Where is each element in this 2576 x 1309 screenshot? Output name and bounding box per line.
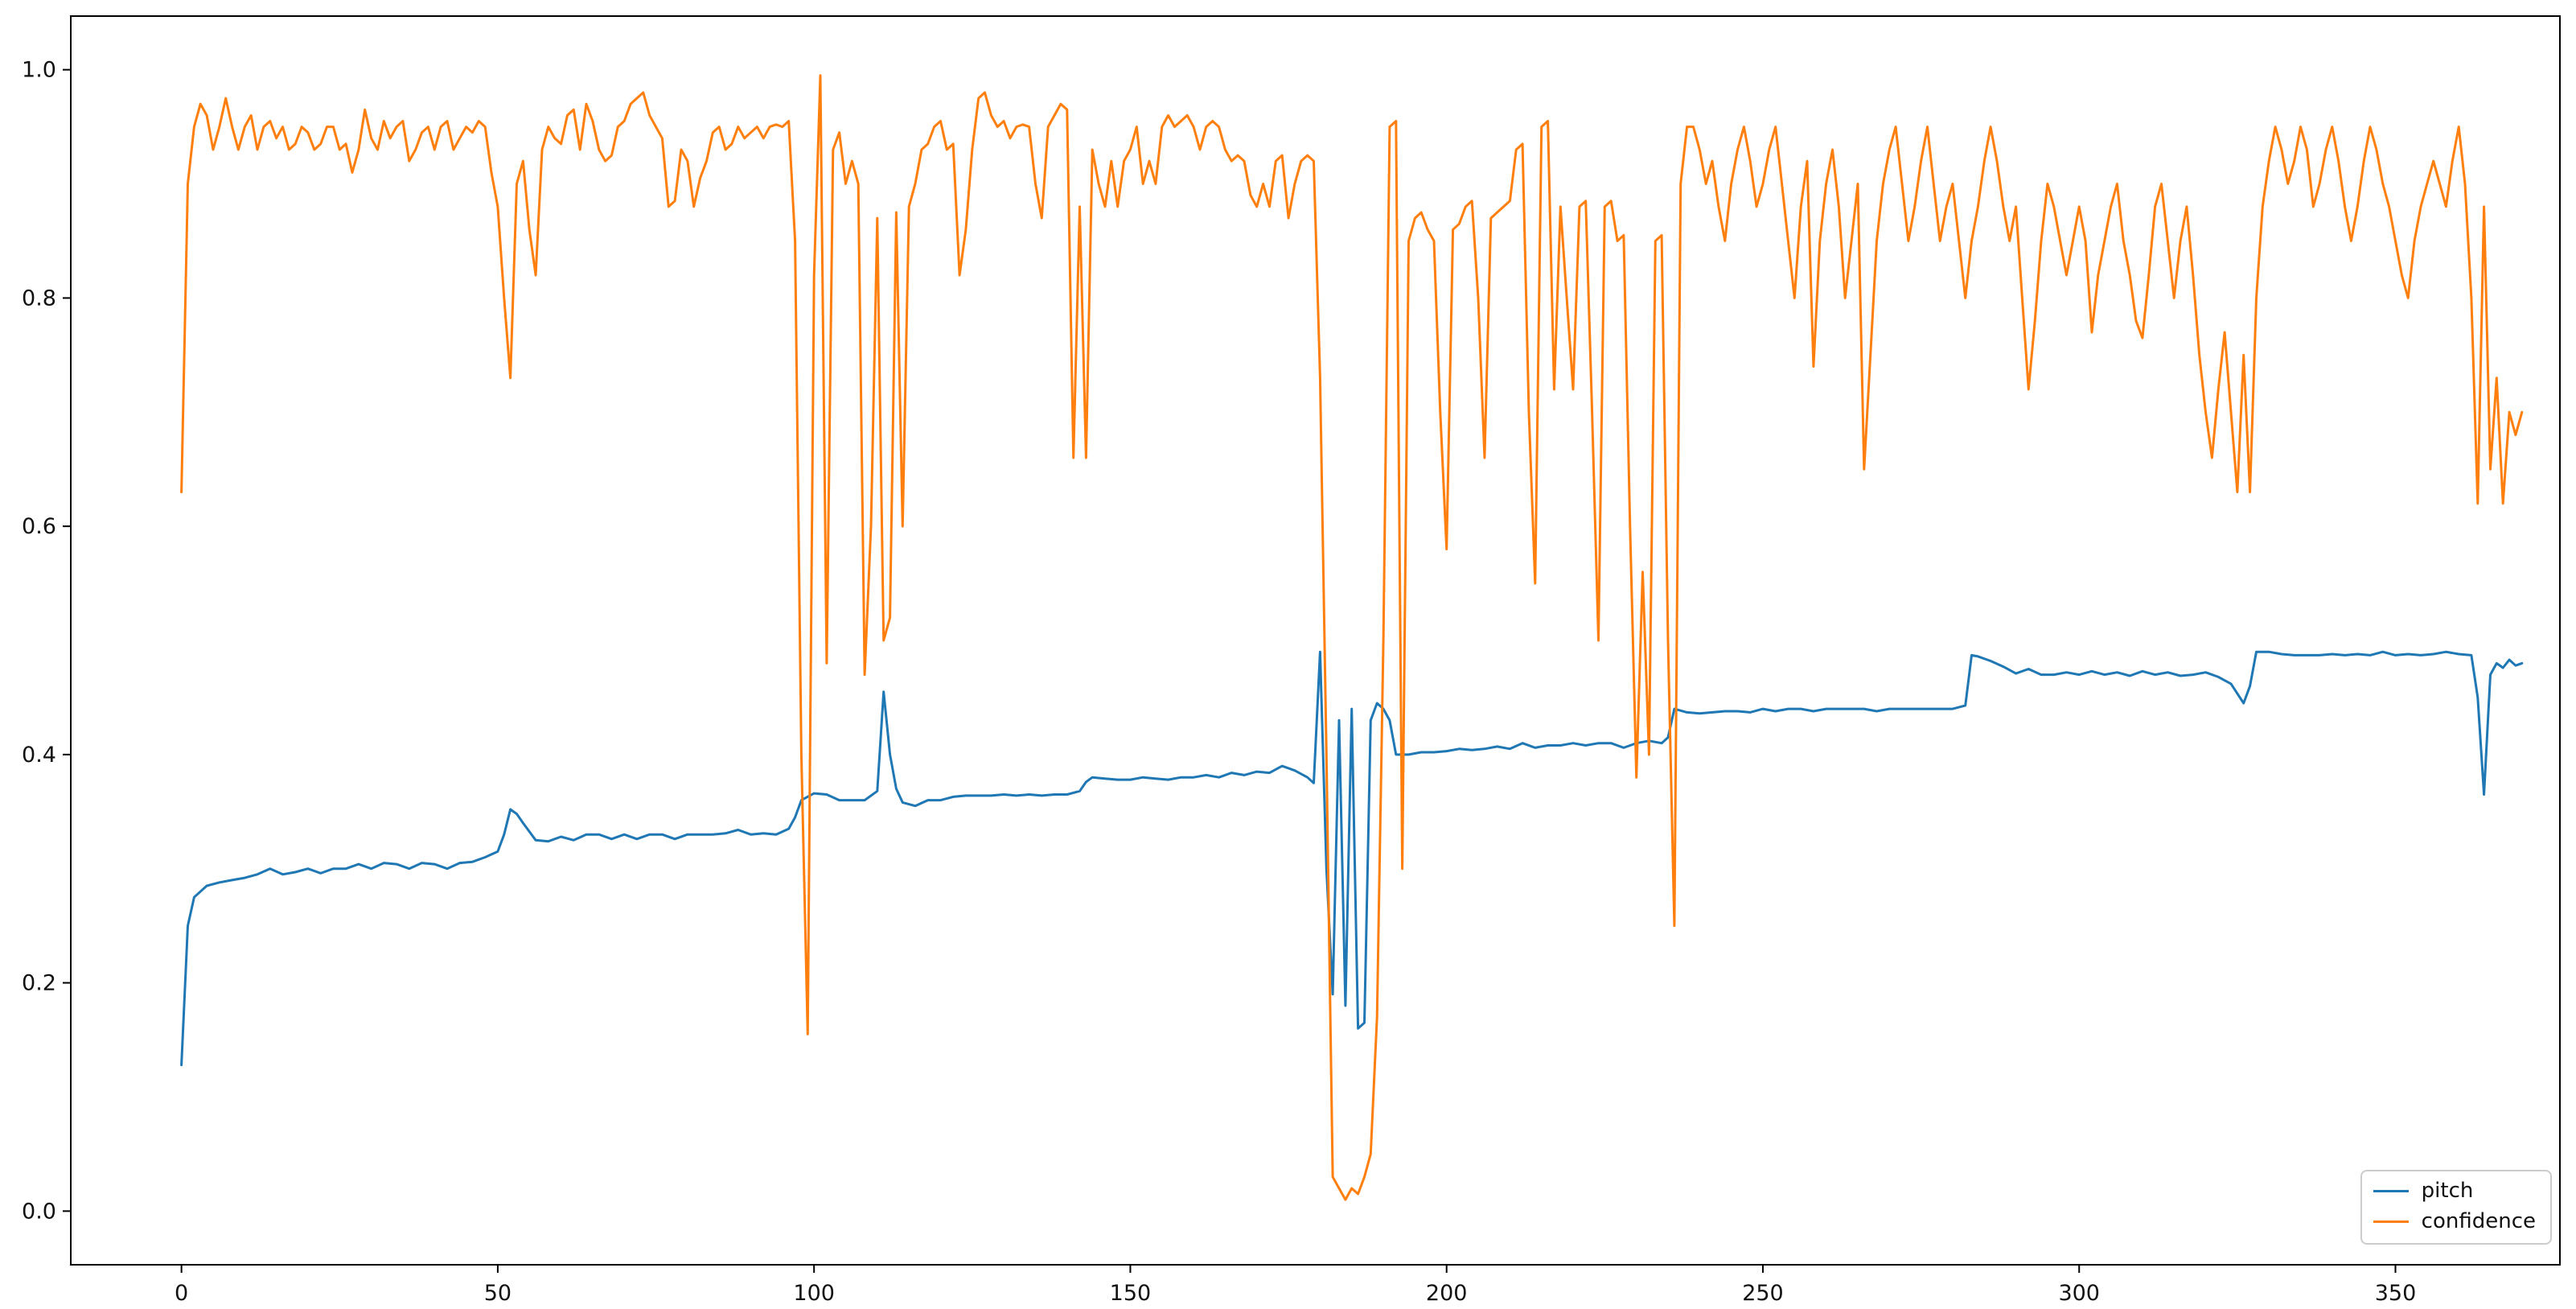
legend-line-swatch	[2373, 1189, 2409, 1192]
legend-line-swatch	[2373, 1220, 2409, 1224]
x-tick-label: 0	[175, 1281, 188, 1306]
legend: pitch confidence	[2360, 1169, 2552, 1245]
legend-entry-pitch: pitch	[2373, 1179, 2536, 1203]
y-tick-label: 0.6	[22, 514, 56, 539]
x-tick-label: 50	[484, 1281, 512, 1306]
x-tick-label: 350	[2375, 1281, 2417, 1306]
series-line-confidence	[180, 74, 2524, 1201]
x-tick-label: 100	[793, 1281, 835, 1306]
x-tick-label: 300	[2058, 1281, 2100, 1306]
x-tick-label: 150	[1110, 1281, 1152, 1306]
x-tick-label: 200	[1426, 1281, 1468, 1306]
series-line-pitch	[180, 650, 2524, 1067]
y-tick-label: 0.8	[22, 286, 56, 311]
legend-label: confidence	[2421, 1209, 2536, 1234]
legend-label: pitch	[2421, 1178, 2474, 1203]
axes-spines	[70, 15, 2561, 1266]
y-tick-label: 0.2	[22, 971, 56, 996]
y-tick-label: 0.0	[22, 1199, 56, 1224]
legend-entry-confidence: confidence	[2373, 1210, 2536, 1233]
y-tick-label: 1.0	[22, 58, 56, 83]
y-tick-label: 0.4	[22, 743, 56, 768]
x-tick-label: 250	[1742, 1281, 1784, 1306]
